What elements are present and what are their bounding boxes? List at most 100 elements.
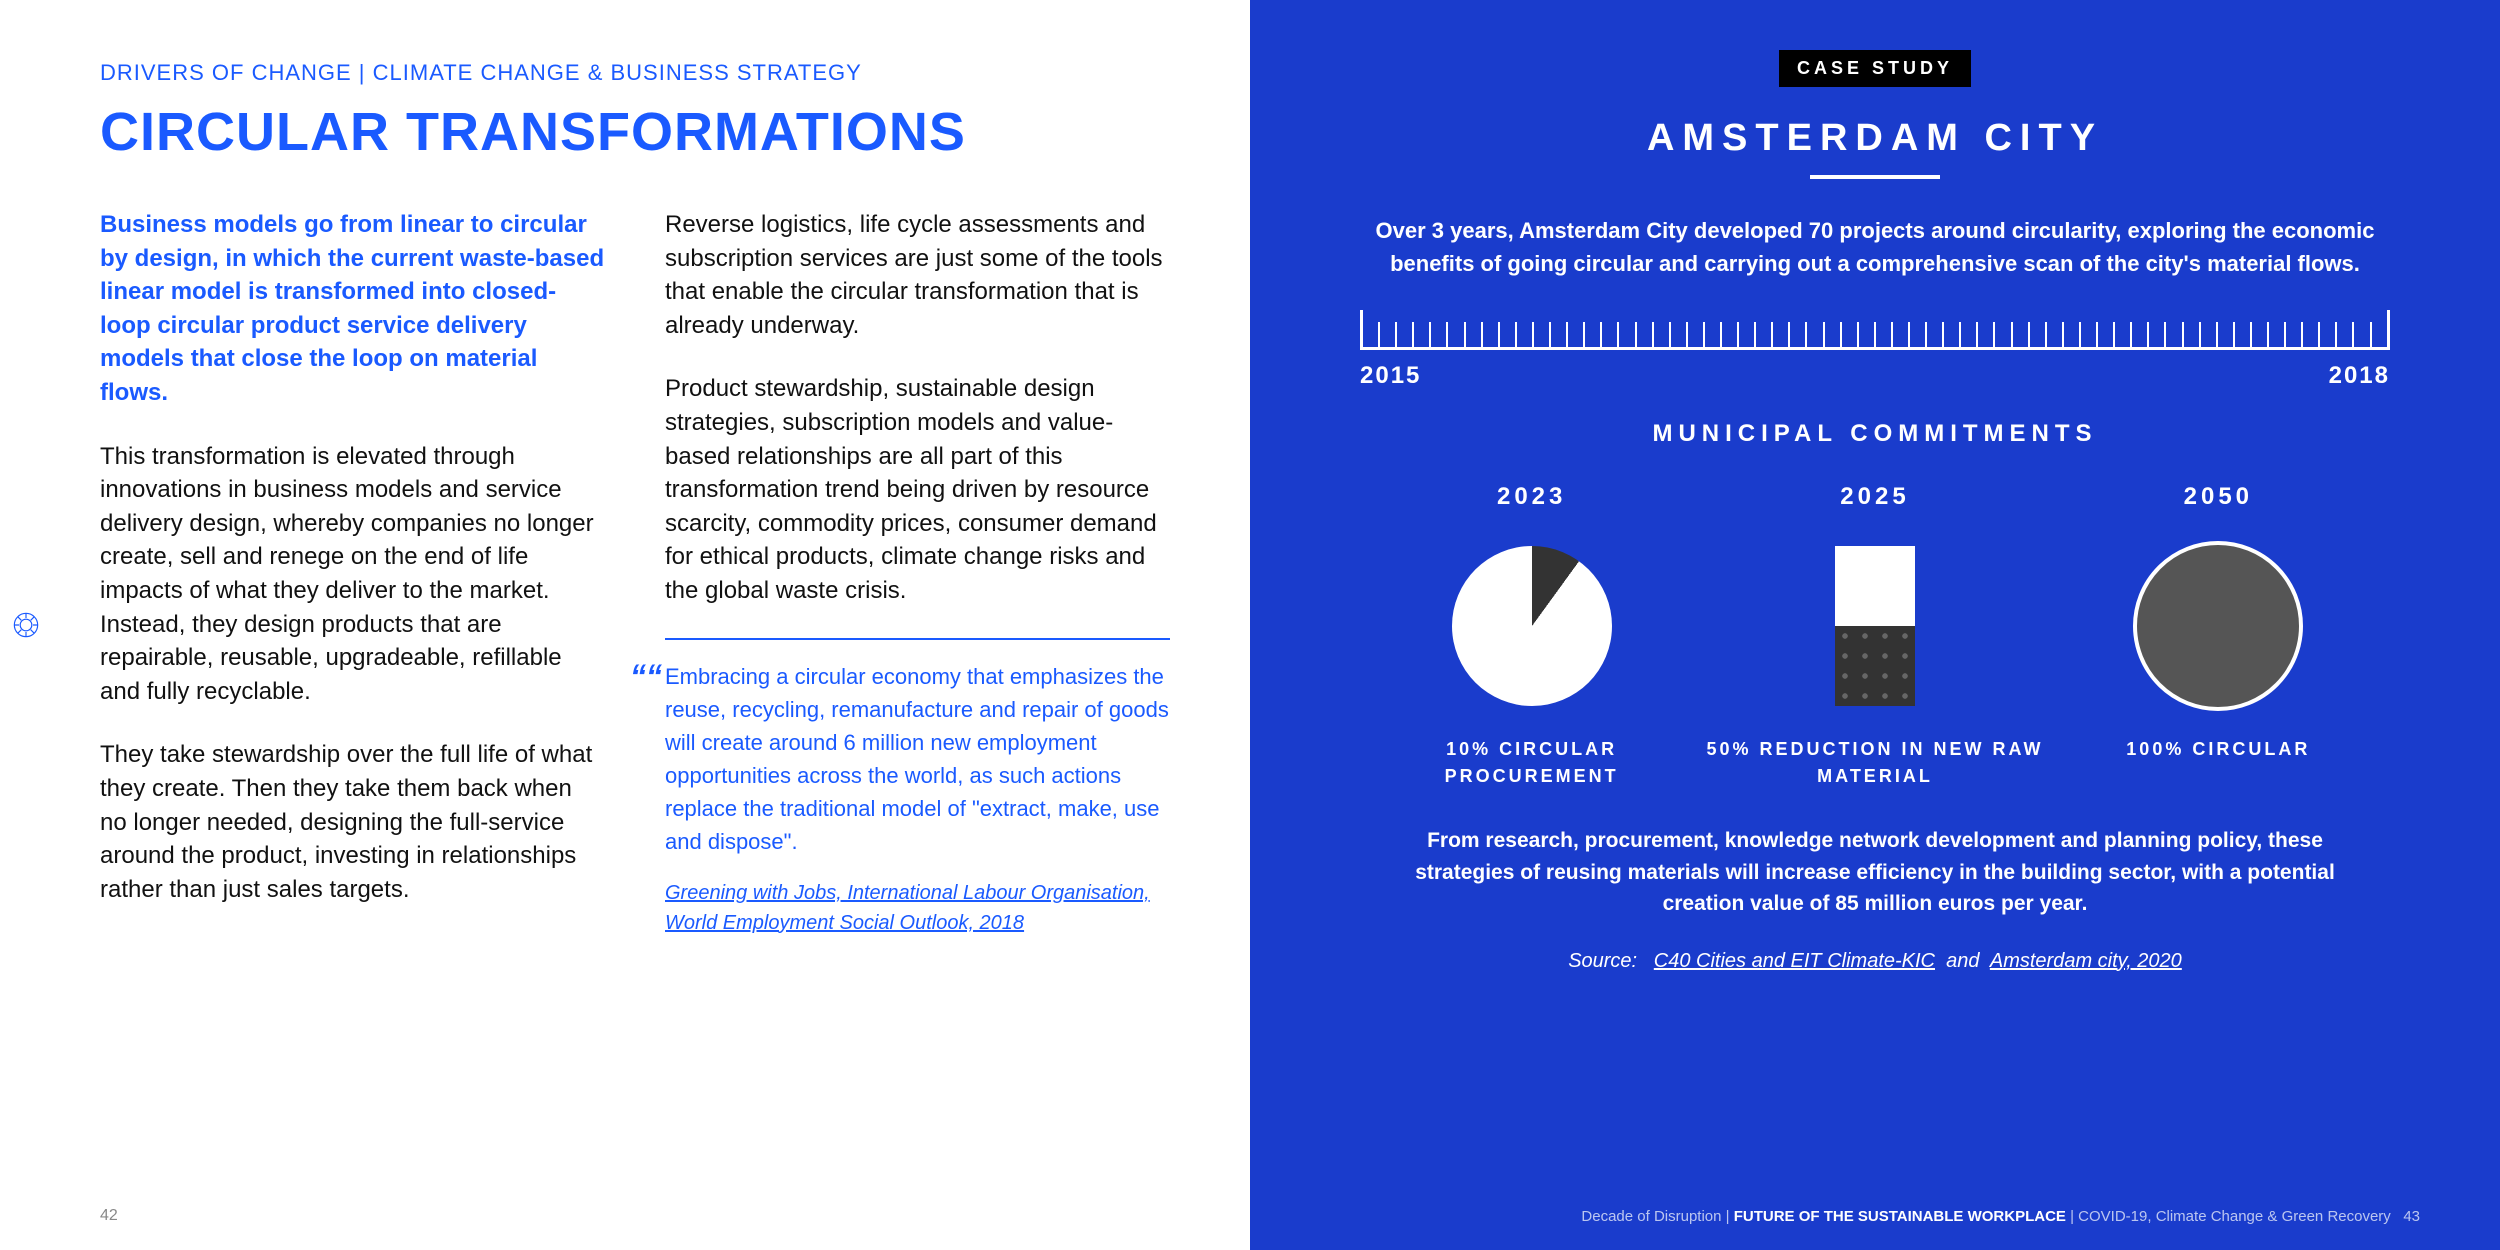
case-study-badge: CASE STUDY xyxy=(1779,50,1971,87)
text-columns: Business models go from linear to circul… xyxy=(100,208,1170,938)
timeline-tick xyxy=(1790,322,1807,347)
commitment-label: 100% CIRCULAR xyxy=(2047,736,2390,763)
commitment-year: 2025 xyxy=(1703,483,2046,511)
timeline-tick xyxy=(2064,322,2081,347)
timeline-tick xyxy=(1756,322,1773,347)
timeline-tick xyxy=(2081,322,2098,347)
timeline-tick xyxy=(1893,322,1910,347)
timeline-tick xyxy=(1585,322,1602,347)
quote-source: Greening with Jobs, International Labour… xyxy=(665,878,1170,938)
footer-strong: FUTURE OF THE SUSTAINABLE WORKPLACE xyxy=(1734,1208,2066,1225)
timeline-tick xyxy=(2252,322,2269,347)
ornament-icon xyxy=(12,611,40,639)
timeline-tick xyxy=(1739,322,1756,347)
page-title: CIRCULAR TRANSFORMATIONS xyxy=(100,101,1170,163)
commitment-label: 50% REDUCTION IN NEW RAW MATERIAL xyxy=(1703,736,2046,790)
quote-block: ““ Embracing a circular economy that emp… xyxy=(665,638,1170,938)
timeline-tick xyxy=(1825,322,1842,347)
timeline-tick xyxy=(1637,322,1654,347)
timeline-tick xyxy=(2354,322,2371,347)
timeline-tick xyxy=(1568,322,1585,347)
source-link[interactable]: C40 Cities and EIT Climate-KIC xyxy=(1654,950,1935,972)
commitments-row: 202310% CIRCULAR PROCUREMENT2025 50% REDU… xyxy=(1360,483,2390,790)
right-page: CASE STUDY AMSTERDAM CITY Over 3 years, … xyxy=(1250,0,2500,1250)
timeline-tick xyxy=(1842,322,1859,347)
timeline-tick xyxy=(1619,322,1636,347)
commitment-item: 2025 50% REDUCTION IN NEW RAW MATERIAL xyxy=(1703,483,2046,790)
source-and: and xyxy=(1946,950,1979,972)
timeline-tick xyxy=(1414,322,1431,347)
commitment-visual xyxy=(2047,541,2390,711)
timeline-tick xyxy=(1534,322,1551,347)
timeline-tick xyxy=(1602,322,1619,347)
timeline-tick xyxy=(2166,322,2183,347)
column-2: Reverse logistics, life cycle assessment… xyxy=(665,208,1170,938)
timeline-tick xyxy=(1927,322,1944,347)
quote-text: Embracing a circular economy that emphas… xyxy=(665,660,1170,858)
timeline-tick xyxy=(2269,322,2286,347)
timeline-tick xyxy=(2337,322,2354,347)
circular-icon xyxy=(2133,541,2303,711)
case-intro: Over 3 years, Amsterdam City developed 7… xyxy=(1370,214,2380,280)
commitment-label: 10% CIRCULAR PROCUREMENT xyxy=(1360,736,1703,790)
timeline-tick xyxy=(1995,322,2012,347)
body-paragraph: Reverse logistics, life cycle assessment… xyxy=(665,208,1170,342)
quote-marks-icon: ““ xyxy=(630,658,662,695)
timeline-tick xyxy=(1773,322,1790,347)
source-link[interactable]: Amsterdam city, 2020 xyxy=(1990,950,2182,972)
left-page: DRIVERS OF CHANGE | CLIMATE CHANGE & BUS… xyxy=(0,0,1250,1250)
title-underline xyxy=(1810,175,1940,179)
timeline-tick xyxy=(1431,322,1448,347)
timeline-tick xyxy=(1944,322,1961,347)
footer: Decade of Disruption | FUTURE OF THE SUS… xyxy=(1330,1208,2420,1225)
commitment-item: 2050 100% CIRCULAR xyxy=(2047,483,2390,790)
timeline-tick xyxy=(2201,322,2218,347)
timeline-ruler xyxy=(1360,310,2390,350)
timeline-tick xyxy=(2098,322,2115,347)
body-paragraph: This transformation is elevated through … xyxy=(100,440,605,709)
timeline-tick xyxy=(2372,322,2387,347)
timeline-tick xyxy=(1859,322,1876,347)
body-paragraph: They take stewardship over the full life… xyxy=(100,738,605,906)
footer-text: Decade of Disruption | xyxy=(1581,1208,1733,1225)
timeline-tick xyxy=(2303,322,2320,347)
timeline-tick xyxy=(1397,322,1414,347)
timeline-tick xyxy=(2030,322,2047,347)
page-number: 43 xyxy=(2403,1208,2420,1225)
timeline-tick xyxy=(1705,322,1722,347)
timeline-tick xyxy=(1466,322,1483,347)
timeline-tick xyxy=(2286,322,2303,347)
timeline-tick xyxy=(1517,322,1534,347)
timeline-start-year: 2015 xyxy=(1360,362,1421,390)
timeline-tick xyxy=(1500,322,1517,347)
source-line: Source: C40 Cities and EIT Climate-KIC a… xyxy=(1330,950,2420,973)
timeline-end-year: 2018 xyxy=(2329,362,2390,390)
commitment-visual xyxy=(1360,541,1703,711)
timeline-tick xyxy=(1910,322,1927,347)
timeline-tick xyxy=(2149,322,2166,347)
timeline-tick xyxy=(2013,322,2030,347)
timeline-tick xyxy=(1671,322,1688,347)
case-outro: From research, procurement, knowledge ne… xyxy=(1380,825,2370,920)
timeline-tick xyxy=(2184,322,2201,347)
timeline-tick xyxy=(1448,322,1465,347)
timeline-tick xyxy=(1961,322,1978,347)
timeline: 2015 2018 xyxy=(1360,310,2390,390)
section-header: MUNICIPAL COMMITMENTS xyxy=(1330,420,2420,448)
commitment-item: 202310% CIRCULAR PROCUREMENT xyxy=(1360,483,1703,790)
commitment-visual xyxy=(1703,541,2046,711)
body-paragraph: Product stewardship, sustainable design … xyxy=(665,372,1170,607)
footer-text: | COVID-19, Climate Change & Green Recov… xyxy=(2066,1208,2391,1225)
timeline-tick xyxy=(1722,322,1739,347)
case-study-title: AMSTERDAM CITY xyxy=(1330,117,2420,160)
timeline-tick xyxy=(2218,322,2235,347)
timeline-years: 2015 2018 xyxy=(1360,362,2390,390)
intro-paragraph: Business models go from linear to circul… xyxy=(100,208,605,410)
breadcrumb: DRIVERS OF CHANGE | CLIMATE CHANGE & BUS… xyxy=(100,60,1170,86)
timeline-tick xyxy=(1688,322,1705,347)
timeline-tick xyxy=(1876,322,1893,347)
pie-icon xyxy=(1452,546,1612,706)
commitment-year: 2050 xyxy=(2047,483,2390,511)
timeline-tick xyxy=(2115,322,2132,347)
timeline-tick xyxy=(2320,322,2337,347)
